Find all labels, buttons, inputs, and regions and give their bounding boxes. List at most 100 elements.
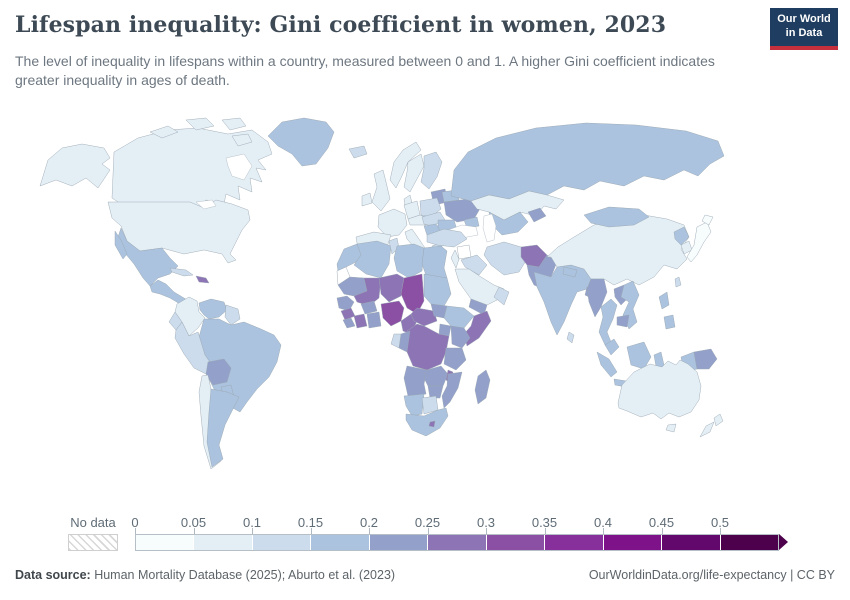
country-mozambique[interactable] — [441, 371, 463, 409]
country-caucasus[interactable] — [463, 216, 480, 229]
country-gabon[interactable] — [390, 333, 402, 349]
country-canada[interactable] — [231, 133, 253, 147]
legend-bin[interactable] — [662, 535, 721, 550]
country-france[interactable] — [377, 208, 408, 238]
country-ethiopia[interactable] — [443, 305, 475, 329]
country-syria[interactable] — [456, 244, 472, 260]
country-south-africa[interactable] — [405, 407, 449, 437]
country-north-korea[interactable] — [673, 226, 690, 246]
country-borneo[interactable] — [626, 341, 652, 370]
country-sweden[interactable] — [403, 153, 425, 193]
legend-bin[interactable] — [545, 535, 604, 550]
country-hispaniola[interactable] — [195, 275, 210, 284]
country-philippines-mindanao[interactable] — [663, 314, 676, 330]
owid-logo[interactable]: Our World in Data — [770, 8, 838, 50]
legend-bin[interactable] — [603, 535, 663, 550]
country-nepal[interactable] — [562, 266, 578, 278]
country-greenland[interactable] — [267, 117, 335, 167]
legend-bin[interactable] — [252, 535, 312, 550]
country-guinea[interactable] — [340, 307, 356, 321]
legend-bin[interactable] — [369, 535, 429, 550]
country-tanzania[interactable] — [443, 347, 467, 371]
country-algeria[interactable] — [353, 240, 392, 279]
country-mongolia[interactable] — [583, 206, 650, 228]
country-myanmar[interactable] — [586, 278, 608, 318]
country-bolivia[interactable] — [205, 358, 232, 386]
legend-bin[interactable] — [136, 535, 195, 550]
country-mali[interactable] — [353, 277, 382, 307]
country-nigeria[interactable] — [380, 300, 405, 327]
legend-bin[interactable] — [194, 535, 253, 550]
world-map-area — [0, 108, 850, 508]
country-papua-new-guinea[interactable] — [693, 348, 718, 370]
page-title: Lifespan inequality: Gini coefficient in… — [15, 12, 667, 38]
country-cuba[interactable] — [169, 267, 194, 277]
country-sri-lanka[interactable] — [566, 331, 575, 344]
country-zimbabwe[interactable] — [427, 385, 444, 399]
country-levant[interactable] — [450, 249, 460, 269]
no-data-swatch[interactable] — [68, 534, 118, 551]
legend-tick-mark — [603, 528, 604, 534]
country-lesotho[interactable] — [428, 420, 436, 428]
country-kenya[interactable] — [450, 325, 471, 349]
country-somalia[interactable] — [463, 310, 492, 347]
country-australia[interactable] — [617, 359, 702, 420]
country-chad[interactable] — [400, 273, 425, 315]
legend-bin[interactable] — [720, 535, 778, 550]
country-cambodia[interactable] — [616, 314, 630, 328]
chart-footer: Data source: Human Mortality Database (2… — [15, 568, 835, 582]
country-angola[interactable] — [403, 365, 428, 397]
country-canada[interactable] — [149, 125, 179, 139]
country-malaysia[interactable] — [604, 338, 620, 356]
country-taiwan[interactable] — [674, 276, 682, 288]
footer-link[interactable]: OurWorldinData.org/life-expectancy | CC … — [588, 568, 835, 582]
country-guyanas[interactable] — [224, 304, 241, 326]
country-turkey[interactable] — [426, 228, 468, 248]
country-argentina[interactable] — [206, 388, 240, 468]
country-india[interactable] — [533, 264, 592, 336]
country-canada[interactable] — [221, 117, 247, 131]
page-subtitle: The level of inequality in lifespans wit… — [15, 53, 715, 89]
country-russia[interactable] — [450, 122, 725, 202]
country-oman[interactable] — [493, 286, 510, 306]
country-japan-hokkaido[interactable] — [701, 214, 714, 226]
country-canada[interactable] — [185, 117, 215, 131]
country-iceland[interactable] — [348, 145, 368, 159]
country-thailand[interactable] — [598, 298, 618, 346]
country-sumatra[interactable] — [596, 351, 618, 378]
country-iraq[interactable] — [460, 254, 488, 276]
country-madagascar[interactable] — [474, 369, 491, 405]
country-alaska[interactable] — [39, 143, 111, 189]
country-sudan[interactable] — [423, 273, 452, 307]
country-philippines-luzon[interactable] — [658, 291, 670, 310]
legend-tick-mark — [427, 528, 429, 534]
country-kyrgyz-tajik[interactable] — [527, 207, 547, 223]
country-senegal[interactable] — [336, 295, 355, 312]
country-new-zealand-north[interactable] — [713, 413, 724, 427]
owid-logo-line1: Our World — [777, 13, 831, 26]
legend-bin[interactable] — [428, 535, 487, 550]
country-namibia[interactable] — [403, 393, 425, 417]
country-japan[interactable] — [686, 221, 712, 263]
country-uk[interactable] — [371, 169, 391, 212]
country-ghana[interactable] — [366, 311, 382, 329]
country-norway[interactable] — [389, 141, 422, 189]
country-ivory-coast[interactable] — [353, 313, 368, 329]
country-mexico[interactable] — [114, 230, 128, 260]
country-new-zealand-south[interactable] — [699, 421, 715, 438]
country-iran[interactable] — [483, 241, 528, 276]
legend-bin[interactable] — [311, 535, 370, 550]
country-sierra-leone[interactable] — [342, 317, 356, 329]
country-finland[interactable] — [420, 151, 443, 190]
country-venezuela[interactable] — [198, 298, 228, 320]
caspian-sea — [482, 213, 497, 243]
country-burkina-faso[interactable] — [360, 300, 378, 315]
country-tasmania[interactable] — [665, 423, 677, 433]
legend-bin[interactable] — [486, 535, 546, 550]
country-ireland[interactable] — [361, 192, 373, 207]
country-central-african-republic[interactable] — [410, 307, 438, 327]
country-niger[interactable] — [378, 273, 405, 303]
country-egypt[interactable] — [421, 245, 448, 279]
great-lakes — [195, 199, 217, 210]
country-libya[interactable] — [393, 243, 425, 279]
